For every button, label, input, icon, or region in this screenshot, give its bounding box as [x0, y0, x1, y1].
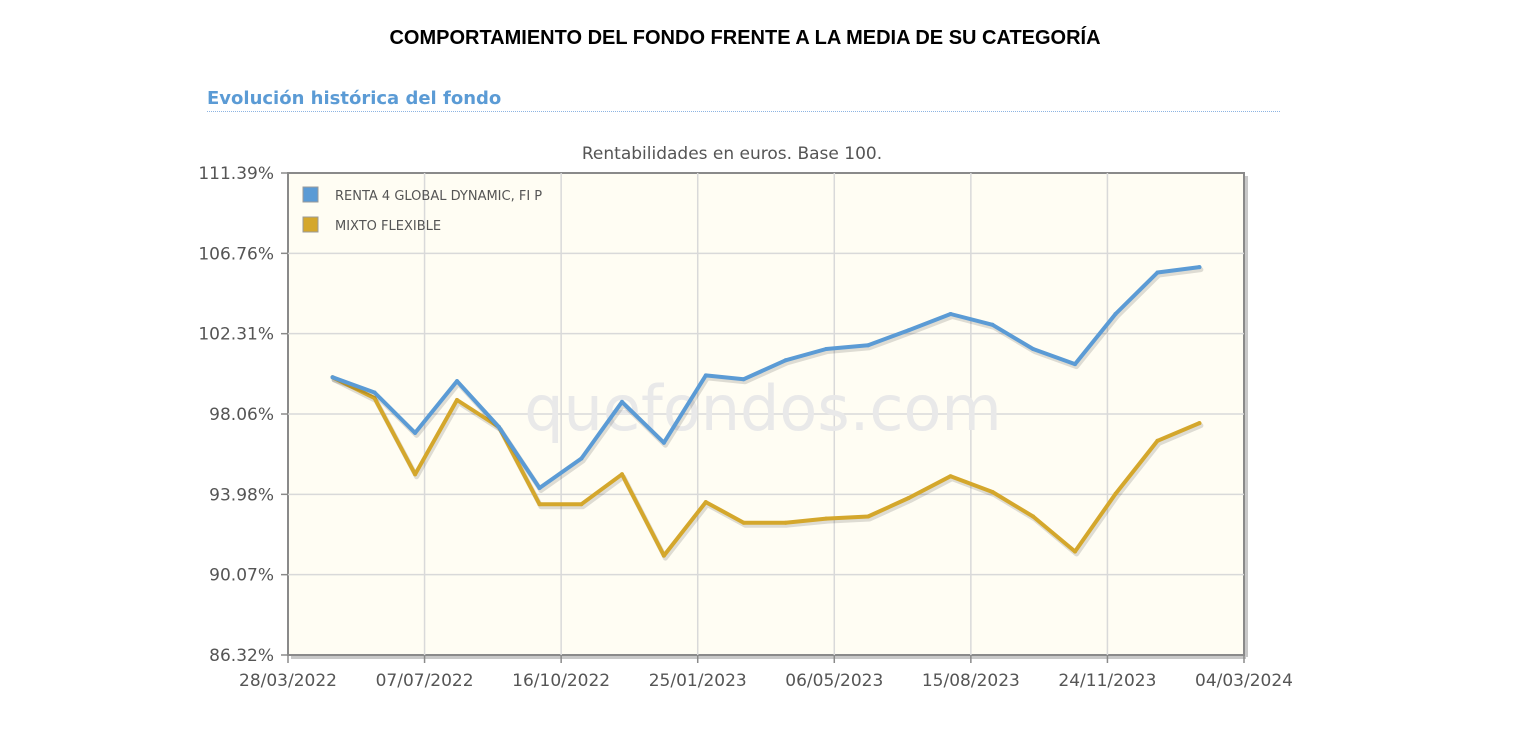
page-title: COMPORTAMIENTO DEL FONDO FRENTE A LA MED…	[389, 27, 1101, 49]
data-point	[824, 516, 829, 521]
data-point	[1031, 514, 1036, 519]
legend-swatch	[302, 216, 319, 233]
data-point	[455, 379, 459, 384]
y-tick-label: 98.06%	[209, 405, 274, 425]
data-point	[413, 472, 418, 477]
axes: 111.39% 106.76% 102.31% 98.06% 93.98% 90.07% 8…	[198, 164, 1293, 691]
x-tick-label: 28/03/2022	[239, 671, 337, 691]
data-point	[1197, 421, 1202, 426]
data-point	[990, 322, 995, 327]
data-point	[1113, 491, 1118, 496]
data-point	[1155, 270, 1160, 275]
series-lines	[330, 265, 1204, 561]
data-point	[330, 375, 335, 380]
data-point	[906, 328, 911, 333]
data-point	[783, 520, 788, 525]
x-tick-label: 04/03/2024	[1195, 671, 1293, 691]
data-point	[413, 430, 418, 435]
legend-label: MIXTO FLEXIBLE	[335, 219, 441, 234]
data-point	[948, 312, 953, 316]
x-tick-label: 25/01/2023	[649, 671, 747, 691]
data-point	[579, 502, 584, 507]
data-point	[620, 472, 624, 477]
x-tick-label: 06/05/2023	[785, 671, 883, 691]
watermark: quefondos.com	[524, 372, 1002, 445]
legend-swatch	[302, 186, 319, 203]
data-point	[948, 474, 953, 479]
data-point	[537, 502, 542, 507]
data-point	[866, 343, 871, 348]
chart-subtitle: Rentabilidades en euros. Base 100.	[582, 144, 882, 164]
data-point	[661, 553, 666, 558]
data-point	[866, 514, 871, 519]
data-point	[661, 440, 666, 445]
y-tick-label: 90.07%	[209, 566, 274, 586]
data-point	[579, 456, 584, 461]
data-point	[703, 373, 708, 378]
data-point	[990, 490, 995, 494]
x-tick-label: 24/11/2023	[1058, 671, 1156, 691]
y-tick-label: 111.39%	[198, 164, 274, 184]
data-point	[455, 398, 459, 402]
series-line	[330, 375, 1202, 558]
data-point	[1155, 438, 1160, 443]
data-point	[1113, 312, 1118, 316]
x-tick-label: 16/10/2022	[512, 671, 610, 691]
data-point	[1031, 347, 1036, 351]
data-point	[741, 520, 746, 525]
series-line	[330, 265, 1202, 490]
data-point	[741, 377, 746, 382]
x-tick-label: 15/08/2023	[922, 671, 1020, 691]
y-tick-label: 93.98%	[209, 485, 274, 505]
data-point	[703, 500, 708, 505]
data-point	[537, 486, 542, 490]
legend: RENTA 4 GLOBAL DYNAMIC, FI P MIXTO FLEXIB…	[302, 186, 542, 234]
y-tick-label: 106.76%	[198, 244, 274, 264]
section-divider	[207, 111, 1280, 112]
x-tick-label: 07/07/2022	[376, 671, 474, 691]
data-point	[372, 396, 377, 401]
y-tick-label: 102.31%	[198, 325, 274, 345]
data-point	[496, 425, 501, 429]
data-point	[783, 358, 788, 363]
data-point	[620, 399, 624, 404]
data-point	[1073, 549, 1077, 554]
data-point	[372, 390, 377, 395]
data-point	[1073, 362, 1077, 367]
y-tick-label: 86.32%	[209, 646, 274, 666]
data-point	[1197, 265, 1202, 270]
data-point	[824, 347, 829, 351]
section-heading: Evolución histórica del fondo	[207, 88, 502, 109]
legend-label: RENTA 4 GLOBAL DYNAMIC, FI P	[335, 189, 542, 204]
data-point	[906, 496, 911, 500]
grid-lines	[288, 173, 1244, 655]
